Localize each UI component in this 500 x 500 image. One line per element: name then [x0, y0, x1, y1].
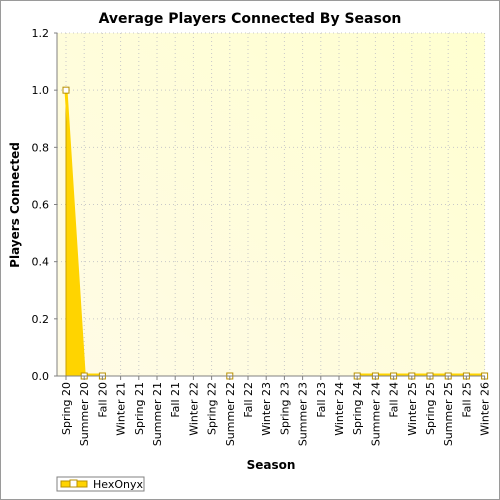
- y-tick-label: 0.8: [32, 141, 50, 154]
- x-tick-label: Fall 23: [315, 382, 328, 418]
- data-point: [62, 86, 70, 94]
- x-tick-label: Spring 20: [60, 382, 73, 435]
- y-tick-label: 1.0: [32, 84, 50, 97]
- y-tick-label: 0.4: [32, 256, 50, 269]
- y-tick-label: 0.0: [32, 370, 50, 383]
- x-tick-label: Summer 21: [151, 382, 164, 446]
- y-tick-label: 0.6: [32, 199, 50, 212]
- x-tick-label: Winter 21: [115, 382, 128, 436]
- x-tick-label: Summer 22: [224, 382, 237, 446]
- x-tick-label: Winter 23: [260, 382, 273, 436]
- x-tick-label: Fall 24: [388, 382, 401, 418]
- x-tick-labels: Spring 20 Summer 20 Fall 20 Winter 21 Spring…: [60, 376, 492, 446]
- x-tick-label: Spring 25: [424, 382, 437, 435]
- x-tick-label: Winter 26: [479, 382, 492, 436]
- legend: HexOnyx: [56, 476, 145, 492]
- legend-label: HexOnyx: [93, 478, 143, 491]
- x-tick-label: Spring 22: [206, 382, 219, 435]
- x-tick-label: Fall 20: [96, 382, 109, 418]
- legend-marker: [69, 479, 78, 488]
- x-tick-label: Winter 24: [333, 382, 346, 436]
- x-tick-label: Fall 22: [242, 382, 255, 418]
- x-tick-label: Fall 25: [460, 382, 473, 418]
- x-tick-label: Spring 23: [278, 382, 291, 435]
- x-tick-label: Summer 20: [78, 382, 91, 446]
- x-tick-label: Spring 21: [133, 382, 146, 435]
- x-axis-label: Season: [247, 458, 296, 472]
- x-tick-label: Summer 24: [369, 382, 382, 446]
- x-tick-label: Fall 21: [169, 382, 182, 418]
- x-tick-label: Summer 23: [297, 382, 310, 446]
- y-tick-label: 1.2: [32, 27, 50, 40]
- chart-title: Average Players Connected By Season: [99, 11, 402, 27]
- x-tick-label: Winter 25: [406, 382, 419, 436]
- x-tick-label: Winter 22: [187, 382, 200, 436]
- y-axis-label: Players Connected: [8, 142, 22, 268]
- x-tick-label: Spring 24: [351, 382, 364, 435]
- x-tick-label: Summer 25: [442, 382, 455, 446]
- y-tick-labels: 0.0 0.2 0.4 0.6 0.8 1.0 1.2: [32, 27, 57, 383]
- y-tick-label: 0.2: [32, 313, 50, 326]
